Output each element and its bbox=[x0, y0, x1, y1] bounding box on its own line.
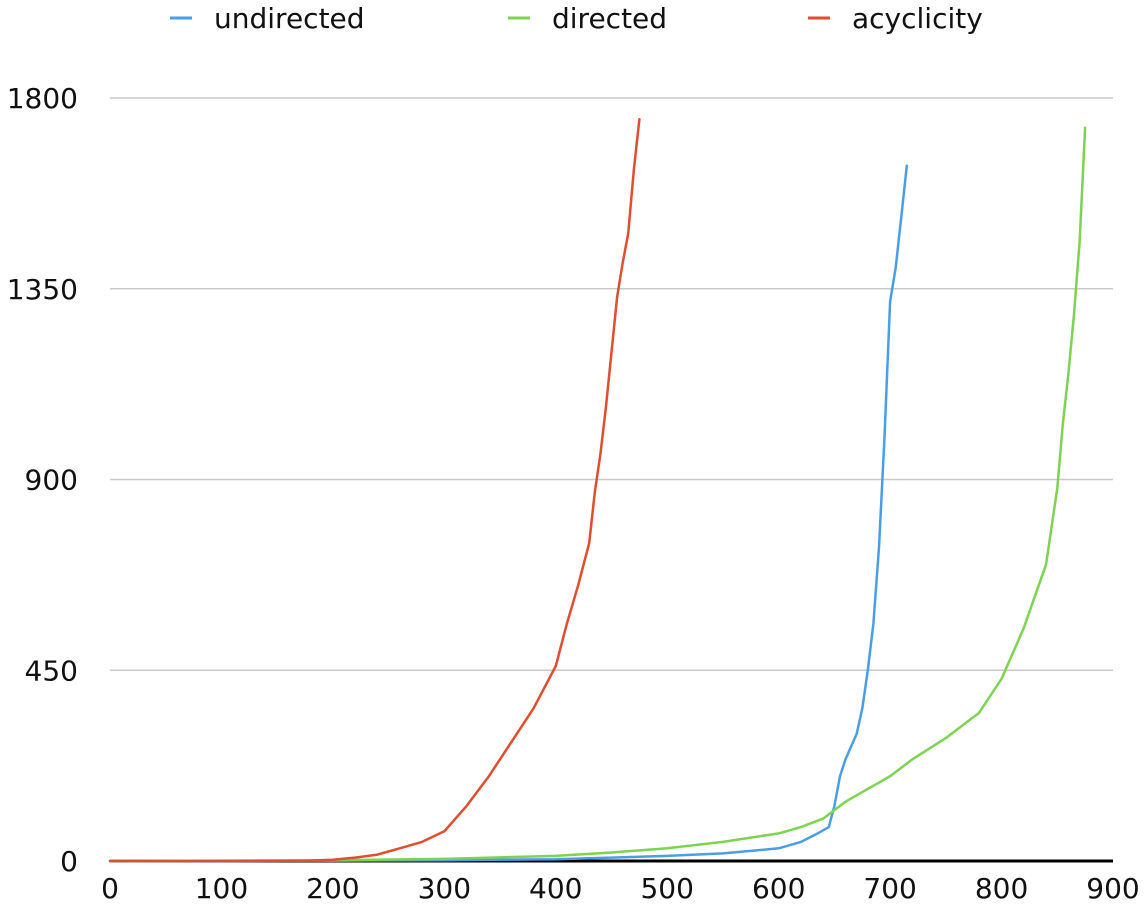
legend-label-undirected: undirected bbox=[214, 2, 365, 35]
y-tick-label: 450 bbox=[25, 654, 78, 687]
x-tick-label: 100 bbox=[195, 872, 248, 905]
x-tick-labels: 0 100 200 300 400 500 600 700 800 900 bbox=[101, 872, 1140, 905]
gridlines bbox=[110, 97, 1113, 671]
y-tick-labels: 0 450 900 1350 1800 bbox=[7, 82, 78, 878]
y-tick-label: 1800 bbox=[7, 82, 78, 115]
y-tick-label: 900 bbox=[25, 464, 78, 497]
x-tick-label: 500 bbox=[640, 872, 693, 905]
y-tick-label: 0 bbox=[60, 845, 78, 878]
x-tick-label: 300 bbox=[418, 872, 471, 905]
legend-label-acyclicity: acyclicity bbox=[852, 2, 983, 35]
x-tick-label: 0 bbox=[101, 872, 119, 905]
x-tick-label: 400 bbox=[529, 872, 582, 905]
y-tick-label: 1350 bbox=[7, 273, 78, 306]
x-tick-label: 800 bbox=[975, 872, 1028, 905]
legend-label-directed: directed bbox=[552, 2, 667, 35]
series-lines bbox=[108, 117, 1087, 863]
series-line-undirected bbox=[108, 164, 909, 863]
x-tick-label: 600 bbox=[752, 872, 805, 905]
legend: undirected directed acyclicity bbox=[170, 2, 983, 35]
x-tick-label: 700 bbox=[863, 872, 916, 905]
x-tick-label: 200 bbox=[306, 872, 359, 905]
series-line-acyclicity bbox=[108, 117, 641, 863]
x-tick-label: 900 bbox=[1086, 872, 1139, 905]
series-line-directed bbox=[108, 126, 1087, 863]
